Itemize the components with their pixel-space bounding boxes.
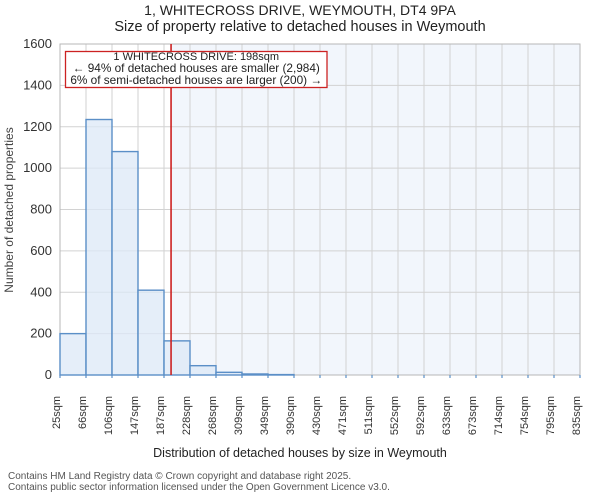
svg-text:400: 400 (30, 284, 52, 299)
svg-text:309sqm: 309sqm (233, 396, 245, 435)
svg-text:66sqm: 66sqm (77, 396, 89, 429)
svg-text:187sqm: 187sqm (155, 396, 167, 435)
svg-text:714sqm: 714sqm (493, 396, 505, 435)
svg-text:0: 0 (45, 367, 52, 382)
svg-text:1200: 1200 (23, 119, 52, 134)
svg-text:600: 600 (30, 243, 52, 258)
svg-text:592sqm: 592sqm (415, 396, 427, 435)
svg-text:1000: 1000 (23, 160, 52, 175)
svg-text:106sqm: 106sqm (103, 396, 115, 435)
svg-text:6% of semi-detached houses are: 6% of semi-detached houses are larger (2… (70, 73, 322, 87)
svg-text:228sqm: 228sqm (181, 396, 193, 435)
svg-text:349sqm: 349sqm (259, 396, 271, 435)
svg-text:1600: 1600 (23, 36, 52, 51)
svg-text:800: 800 (30, 202, 52, 217)
svg-text:633sqm: 633sqm (441, 396, 453, 435)
svg-text:552sqm: 552sqm (389, 396, 401, 435)
svg-text:511sqm: 511sqm (363, 396, 375, 434)
svg-text:390sqm: 390sqm (285, 396, 297, 435)
svg-text:25sqm: 25sqm (51, 396, 63, 429)
svg-text:268sqm: 268sqm (207, 396, 219, 435)
svg-text:795sqm: 795sqm (545, 396, 557, 435)
svg-text:200: 200 (30, 326, 52, 341)
svg-text:754sqm: 754sqm (519, 396, 531, 435)
svg-text:430sqm: 430sqm (311, 396, 323, 435)
svg-text:673sqm: 673sqm (467, 396, 479, 435)
svg-text:147sqm: 147sqm (129, 396, 141, 435)
svg-text:471sqm: 471sqm (337, 396, 349, 435)
svg-text:835sqm: 835sqm (571, 396, 583, 435)
svg-text:1400: 1400 (23, 77, 52, 92)
